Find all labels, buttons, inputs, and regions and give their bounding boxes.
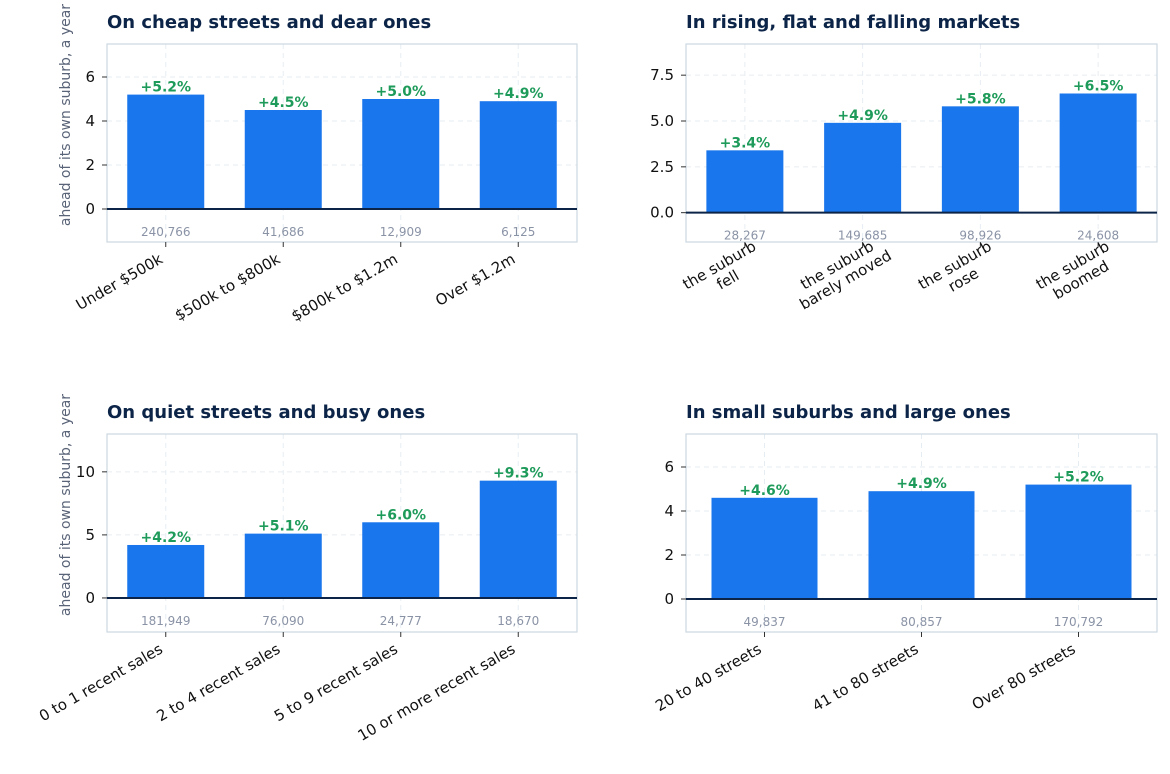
x-tick-label: $500k to $800k xyxy=(172,250,284,325)
bar-count-label: 76,090 xyxy=(262,614,304,628)
y-tick-label: 0.0 xyxy=(650,204,674,222)
y-tick-label: 6 xyxy=(664,458,674,476)
panel-title: In rising, flat and falling markets xyxy=(686,12,1020,33)
bar xyxy=(127,94,205,209)
x-tick-label: the suburbboomed xyxy=(1033,237,1121,308)
y-tick-label: 4 xyxy=(664,502,674,520)
x-tick-label: Over 80 streets xyxy=(969,640,1079,714)
y-tick-label: 10 xyxy=(76,463,95,481)
bar-value-label: +5.0% xyxy=(375,84,426,100)
bar-count-label: 170,792 xyxy=(1054,615,1104,629)
bar-count-label: 12,909 xyxy=(380,225,422,239)
y-axis-label: ahead of its own suburb, a year xyxy=(58,394,74,616)
bar-value-label: +4.2% xyxy=(140,530,191,546)
bar-count-label: 149,685 xyxy=(838,229,888,243)
bar-value-label: +6.5% xyxy=(1073,79,1124,95)
bar xyxy=(362,522,440,598)
bar xyxy=(479,101,557,209)
plot-frame xyxy=(106,43,578,243)
plot-frame xyxy=(106,433,578,633)
bar xyxy=(1059,93,1137,213)
y-tick-label: 2 xyxy=(85,156,95,174)
bar xyxy=(127,544,205,598)
bar-value-label: +5.1% xyxy=(258,519,309,535)
x-tick-label: the suburbrose xyxy=(915,237,1003,308)
y-axis-label: ahead of its own suburb, a year xyxy=(58,4,74,226)
plot-frame xyxy=(685,43,1158,243)
bar-count-label: 98,926 xyxy=(959,229,1001,243)
bar xyxy=(706,150,784,213)
bar-value-label: +9.3% xyxy=(493,466,544,482)
chart-panel-4: In small suburbs and large ones 0 2 4 6 +4.6%… xyxy=(652,402,1158,715)
x-tick-label: Over $1.2m xyxy=(432,250,518,310)
bar xyxy=(711,497,818,599)
x-tick-label: the suburbfell xyxy=(680,237,768,308)
bar-value-label: +5.8% xyxy=(955,91,1006,107)
y-tick-label: 0 xyxy=(664,590,674,608)
bar-count-label: 80,857 xyxy=(901,615,943,629)
x-tick-label: the suburbbarely moved xyxy=(788,232,895,314)
chart-panel-1: On cheap streets and dear ones ahead of i… xyxy=(58,4,578,325)
y-tick-label: 2 xyxy=(664,546,674,564)
x-tick-label: 20 to 40 streets xyxy=(652,640,764,715)
bar-count-label: 240,766 xyxy=(141,225,191,239)
panel-title: In small suburbs and large ones xyxy=(686,402,1011,423)
bar-count-label: 24,608 xyxy=(1077,229,1119,243)
bar xyxy=(244,533,322,598)
x-tick-label: $800k to $1.2m xyxy=(288,250,400,325)
bar xyxy=(868,491,975,599)
x-tick-label: 0 to 1 recent sales xyxy=(36,640,166,725)
bar-value-label: +4.6% xyxy=(739,483,790,499)
bar-count-label: 49,837 xyxy=(744,615,786,629)
bar-value-label: +4.9% xyxy=(896,476,947,492)
bar xyxy=(824,122,902,213)
bar-value-label: +4.5% xyxy=(258,95,309,111)
bar-count-label: 18,670 xyxy=(497,614,539,628)
panel-title: On cheap streets and dear ones xyxy=(107,12,431,33)
y-tick-label: 5.0 xyxy=(650,112,674,130)
y-tick-label: 5 xyxy=(85,526,95,544)
bar xyxy=(244,110,322,209)
bar-value-label: +4.9% xyxy=(837,108,888,124)
y-tick-label: 7.5 xyxy=(650,66,674,84)
bar-value-label: +3.4% xyxy=(720,135,771,151)
bar-count-label: 24,777 xyxy=(380,614,422,628)
bar-count-label: 41,686 xyxy=(262,225,304,239)
chart-panel-3: On quiet streets and busy ones ahead of i… xyxy=(36,394,578,745)
bar xyxy=(1025,484,1132,599)
bar xyxy=(362,99,440,209)
bar-count-label: 6,125 xyxy=(501,225,535,239)
x-tick-label: 2 to 4 recent sales xyxy=(154,640,284,725)
bar-value-label: +4.9% xyxy=(493,86,544,102)
x-tick-label: 41 to 80 streets xyxy=(809,640,921,715)
bar xyxy=(479,480,557,598)
y-tick-label: 0 xyxy=(85,589,95,607)
bar-count-label: 181,949 xyxy=(141,614,191,628)
bar-value-label: +6.0% xyxy=(375,507,426,523)
x-tick-label: Under $500k xyxy=(73,250,166,314)
y-tick-label: 6 xyxy=(85,68,95,86)
y-tick-label: 0 xyxy=(85,200,95,218)
bar-value-label: +5.2% xyxy=(140,80,191,96)
bar-count-label: 28,267 xyxy=(724,229,766,243)
x-tick-label: 5 to 9 recent sales xyxy=(271,640,401,725)
y-tick-label: 2.5 xyxy=(650,158,674,176)
y-tick-label: 4 xyxy=(85,112,95,130)
panel-title: On quiet streets and busy ones xyxy=(107,402,425,423)
chart-panel-2: In rising, flat and falling markets 0.0 2.… xyxy=(650,12,1158,314)
bar xyxy=(941,106,1019,213)
bar-value-label: +5.2% xyxy=(1053,470,1104,486)
